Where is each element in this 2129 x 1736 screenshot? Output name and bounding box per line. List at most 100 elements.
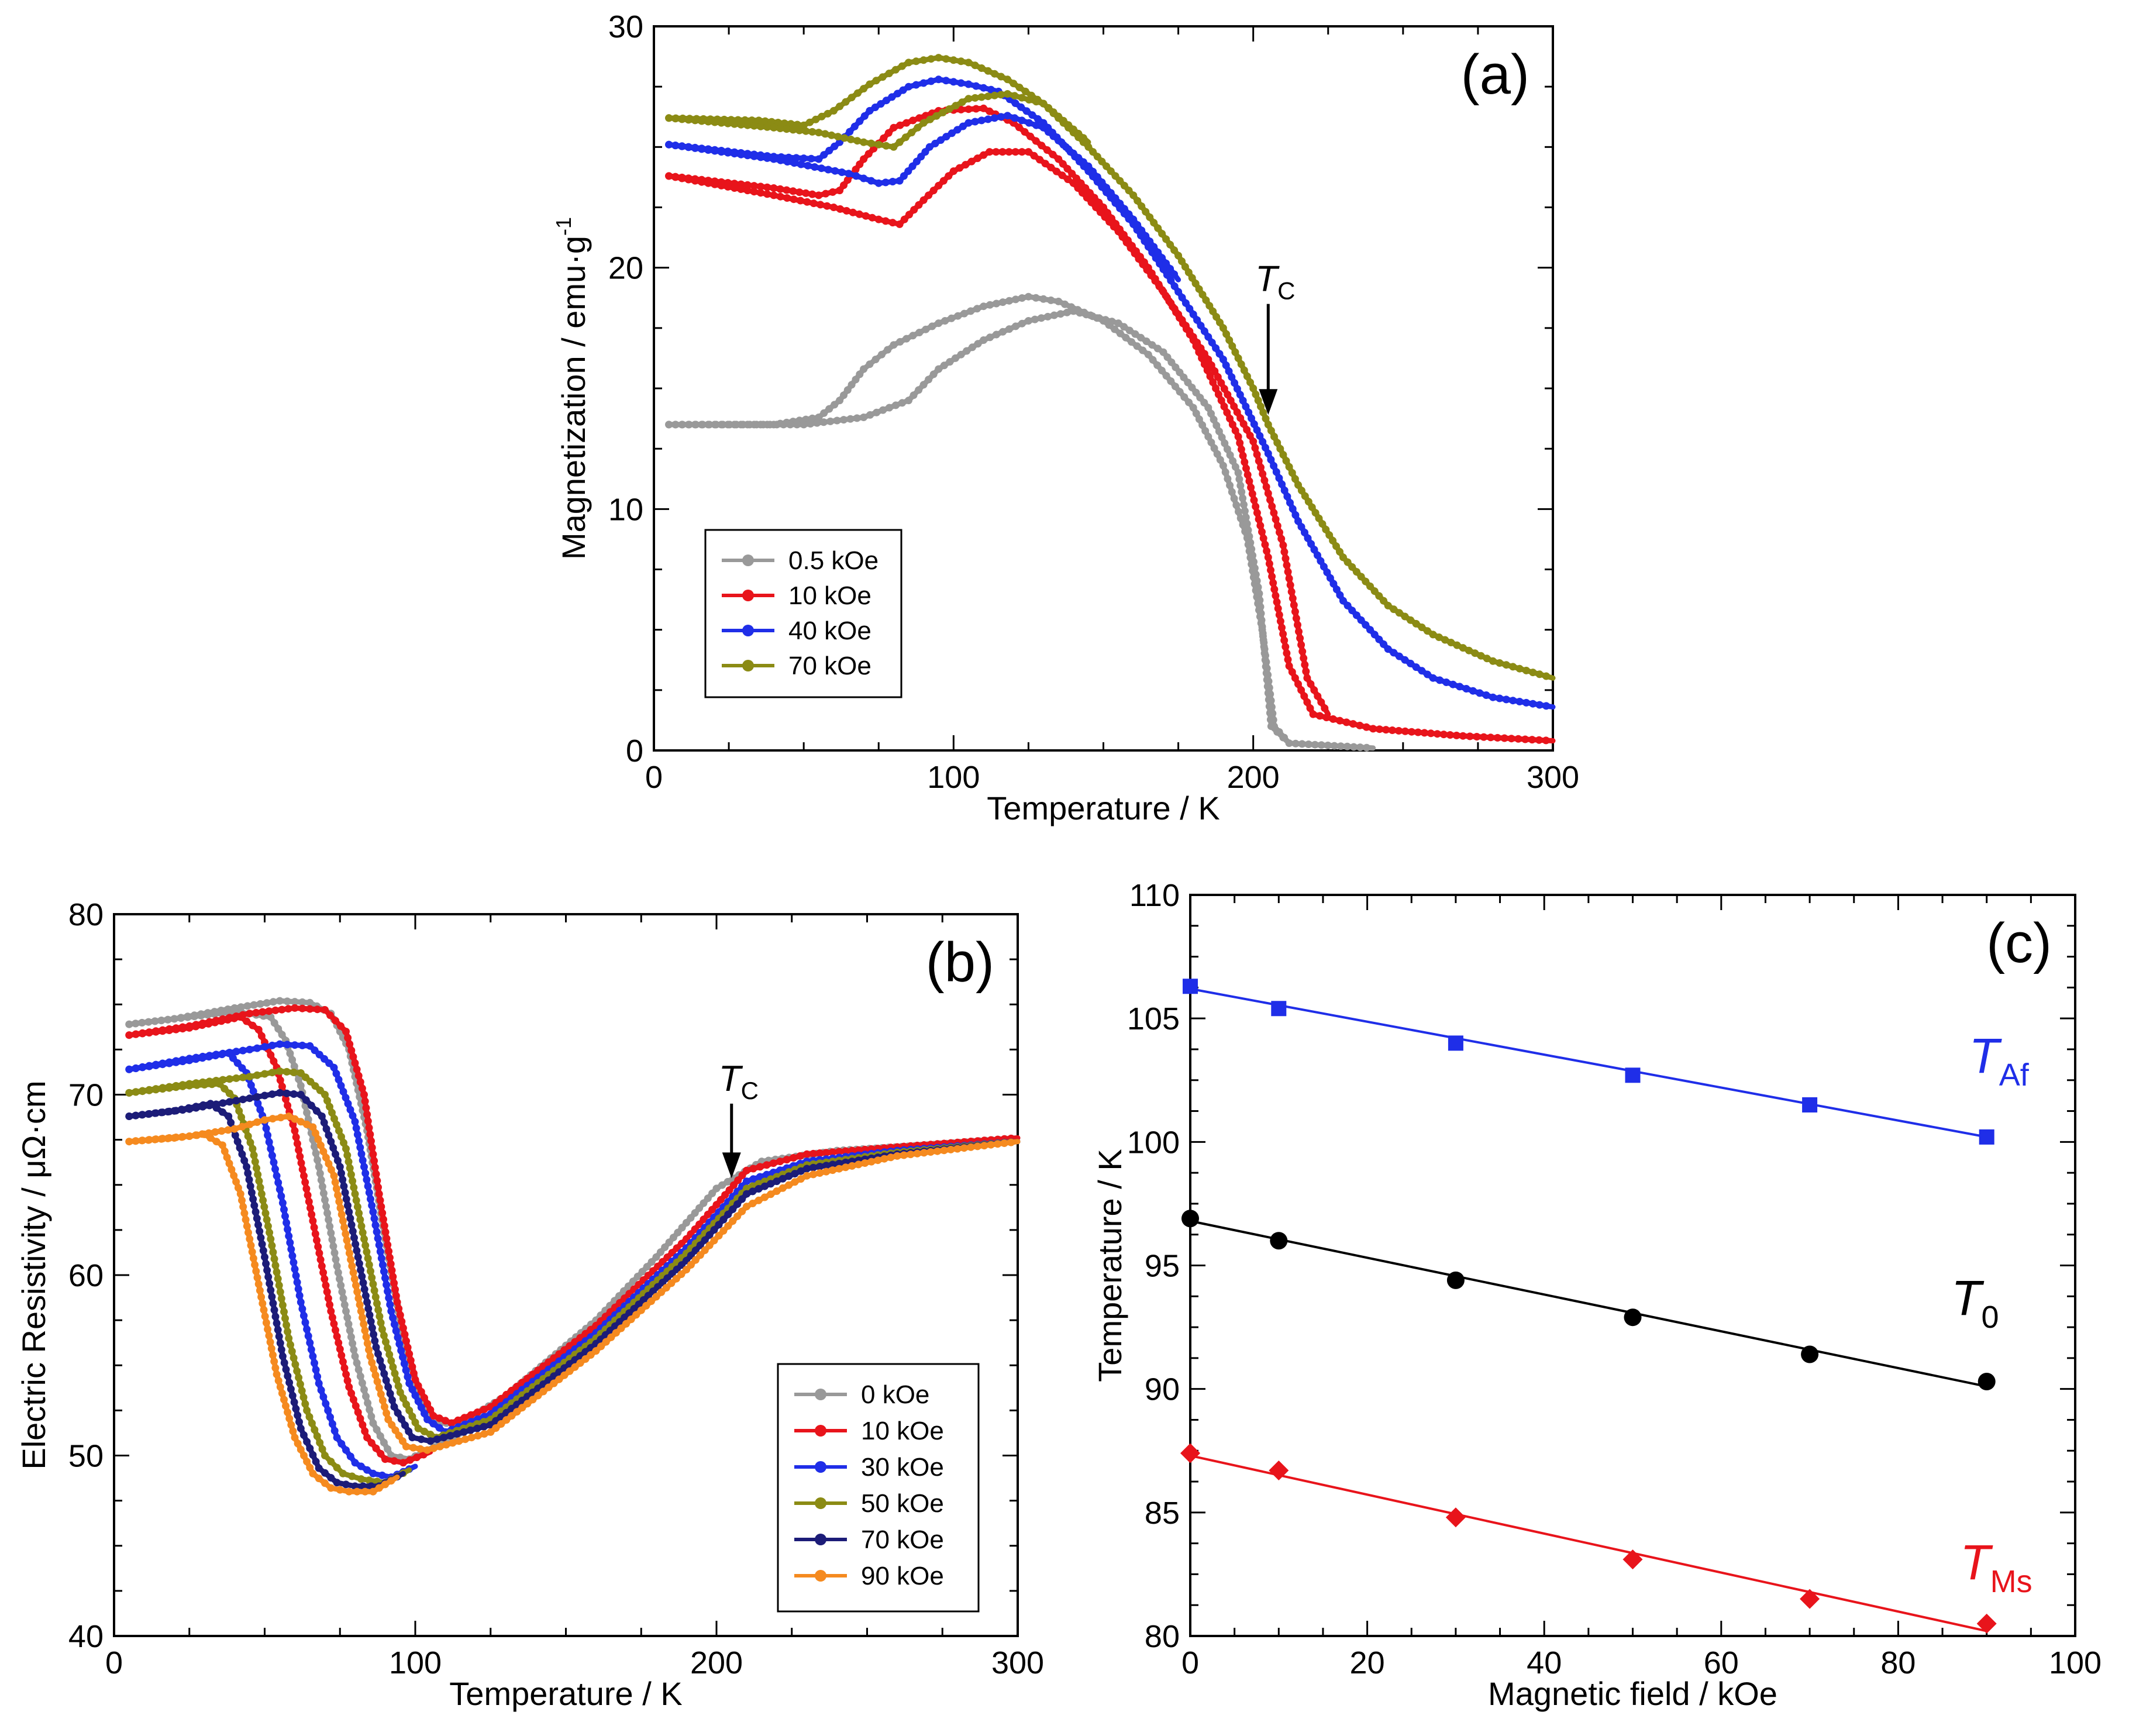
data-point: [892, 401, 900, 409]
data-point: [743, 181, 752, 189]
data-point: [1336, 717, 1344, 725]
data-point: [312, 1458, 320, 1466]
data-point: [305, 1197, 313, 1205]
data-point: [1270, 433, 1278, 440]
data-point: [408, 1413, 416, 1421]
data-point: [770, 123, 778, 132]
data-point: [704, 118, 712, 126]
data-point: [218, 1108, 226, 1116]
data-point: [1228, 373, 1236, 381]
x-tick-label: 0: [1181, 1645, 1199, 1680]
x-tick-label: 200: [1227, 760, 1280, 795]
data-point: [291, 1265, 299, 1273]
data-point: [671, 421, 680, 429]
data-point: [268, 1293, 276, 1301]
data-point: [1189, 310, 1197, 318]
data-point: [384, 1415, 392, 1424]
data-point: [1276, 528, 1283, 536]
data-point: [1324, 741, 1332, 749]
data-point: [303, 1325, 311, 1334]
data-point: [1315, 514, 1323, 522]
data-point: [1084, 162, 1093, 170]
data-point: [350, 1183, 358, 1191]
data-point: [778, 1184, 787, 1192]
data-point: [277, 1346, 285, 1353]
data-point: [984, 115, 992, 123]
data-point: [284, 1372, 292, 1380]
data-point: [915, 386, 923, 394]
data-point: [164, 1015, 172, 1024]
data-point: [351, 1190, 359, 1198]
data-point: [224, 1126, 232, 1134]
data-point: [1466, 732, 1474, 740]
data-point: [267, 1013, 275, 1021]
data-point: [274, 1377, 283, 1384]
data-point: [1219, 461, 1227, 470]
data-point: [1279, 451, 1287, 459]
data-point: [638, 1267, 646, 1276]
data-point: [795, 126, 804, 135]
data-point: [306, 1204, 314, 1212]
data-point: [755, 116, 763, 125]
data-point: [1268, 573, 1276, 581]
data-point: [365, 1476, 373, 1484]
data-point: [835, 1165, 843, 1173]
data-point: [1279, 541, 1287, 549]
data-point: [1025, 96, 1033, 104]
data-point: [352, 1196, 360, 1204]
data-point: [1101, 213, 1109, 221]
data-point: [815, 191, 823, 199]
data-point: [283, 1321, 291, 1329]
data-point: [592, 1347, 600, 1355]
data-point: [1401, 656, 1409, 664]
data-point: [1287, 588, 1296, 596]
data-point: [756, 1173, 764, 1181]
data-point: [773, 421, 781, 429]
y-tick-label: 10: [608, 492, 643, 527]
data-point: [314, 1135, 322, 1143]
data-point: [1509, 697, 1517, 705]
data-point: [157, 1108, 166, 1117]
data-point: [417, 1403, 425, 1411]
data-point: [298, 1004, 306, 1012]
data-point: [330, 1320, 338, 1328]
data-point: [267, 1345, 275, 1353]
data-point: [321, 1452, 329, 1459]
data-point: [211, 1052, 219, 1060]
data-point: [239, 1046, 247, 1055]
data-point: [846, 128, 854, 136]
data-point: [305, 1413, 314, 1421]
data-point: [1242, 402, 1250, 411]
data-point: [529, 1396, 537, 1404]
data-point: [1240, 366, 1248, 374]
data-point: [770, 155, 778, 163]
data-point: [185, 1081, 194, 1090]
data-point: [264, 1273, 273, 1281]
data-point: [274, 1025, 283, 1033]
data-point: [1447, 639, 1455, 646]
data-point: [1223, 445, 1231, 453]
y-axis-title: Magnetization / emu·g-1: [552, 217, 592, 560]
data-point: [908, 129, 916, 137]
data-point: [132, 1065, 140, 1073]
data-point: [1256, 603, 1265, 611]
data-point: [294, 1285, 302, 1293]
data-point-diamond: [1269, 1461, 1289, 1481]
data-point: [1234, 354, 1242, 362]
data-point: [953, 1145, 962, 1153]
data-point: [848, 381, 856, 389]
data-point: [333, 1121, 340, 1129]
data-point: [278, 1389, 286, 1397]
data-point: [1231, 426, 1239, 435]
data-point: [761, 117, 769, 125]
data-point: [225, 1049, 233, 1057]
data-point: [1219, 356, 1227, 363]
data-point: [1146, 213, 1154, 221]
data-point: [931, 139, 939, 147]
data-point: [380, 1267, 388, 1276]
data-point: [929, 187, 938, 195]
data-point: [1300, 654, 1308, 662]
data-point: [367, 1137, 375, 1145]
data-point: [322, 1203, 330, 1211]
data-point: [1096, 208, 1104, 216]
